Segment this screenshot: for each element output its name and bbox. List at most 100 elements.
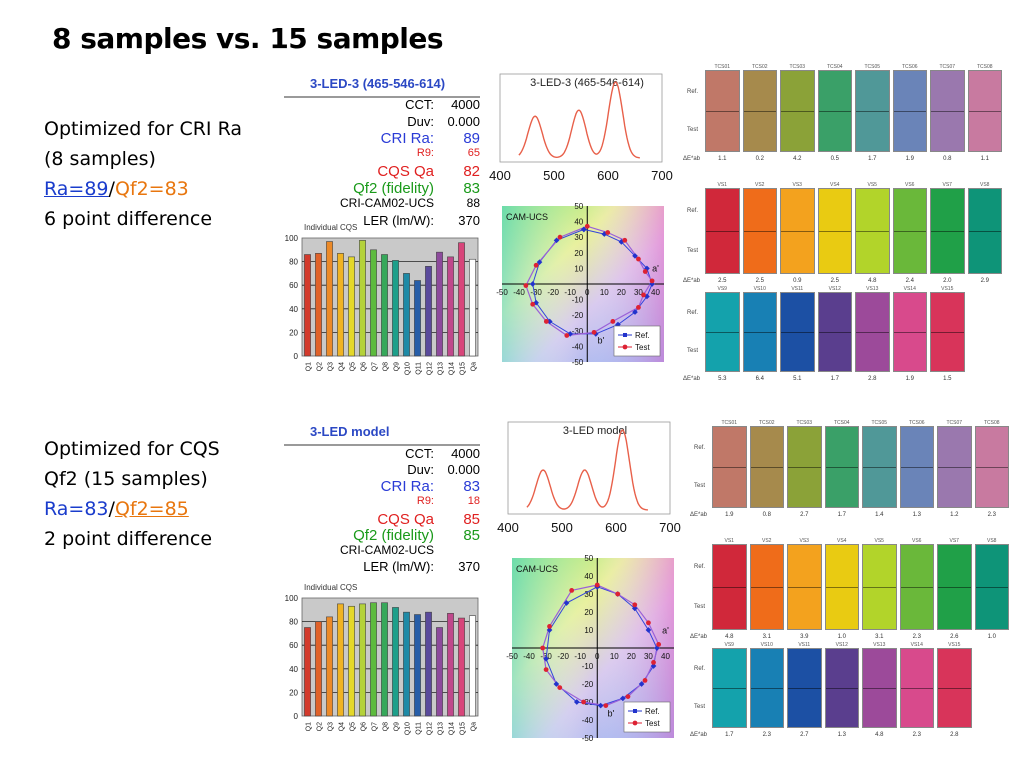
top-swatch-divider xyxy=(931,111,964,112)
top-cam-test-point xyxy=(610,319,616,324)
bottom-cam-test-point xyxy=(646,620,651,626)
top-stat-value: 88 xyxy=(466,196,480,210)
bottom-swatch-id: VS4 xyxy=(837,538,847,544)
bottom-swatch xyxy=(974,544,1009,630)
top-swatch-de: 5.1 xyxy=(793,376,802,382)
bottom-cqs-xtick: Q14 xyxy=(449,722,456,735)
slide-title: 8 samples vs. 15 samples xyxy=(52,22,444,55)
top-stat-value: 4000 xyxy=(451,97,480,112)
top-cqs-xtick: Q15 xyxy=(460,362,467,375)
bottom-spd-xtick: 700 xyxy=(659,520,681,535)
top-cqs-bar xyxy=(469,258,476,357)
top-cqs-bar xyxy=(447,256,454,357)
top-cqs-xtick: Q8 xyxy=(383,362,390,371)
bottom-swatch-id: VS11 xyxy=(798,642,811,648)
bottom-cam-test-point xyxy=(557,685,563,690)
bottom-cqs-bar xyxy=(392,607,399,717)
bottom-swatch-de: 2.3 xyxy=(912,732,921,738)
bottom-cqs-xtick: Q4 xyxy=(339,722,346,731)
top-spd-xtick: 700 xyxy=(651,168,673,183)
top-swatch-id: TCS02 xyxy=(751,64,768,70)
bottom-cam-legend-ref: Ref. xyxy=(645,707,660,716)
top-swatch-divider xyxy=(856,111,889,112)
bottom-cam-ytick: 30 xyxy=(584,590,593,599)
bottom-qf-link[interactable]: Qf2=85 xyxy=(114,498,189,520)
bottom-swatch-divider xyxy=(900,688,933,689)
top-cqs-ytick: 100 xyxy=(285,234,299,243)
bottom-cqs-xtick: Q9 xyxy=(394,722,401,731)
bottom-stat-row: CCT: 4000 xyxy=(280,446,480,461)
bottom-swatch-de: 2.7 xyxy=(800,512,809,518)
bottom-cam-xtick: -20 xyxy=(557,652,569,661)
bottom-cqs-ytick: 80 xyxy=(289,618,298,627)
bottom-cqs-xtick: Q7 xyxy=(372,722,379,731)
bottom-swatch-ref-label: Ref. xyxy=(694,563,706,570)
top-swatch-id: TCS01 xyxy=(714,64,731,70)
top-swatch xyxy=(967,188,1002,274)
top-cqs-bar xyxy=(304,254,311,357)
bottom-swatch xyxy=(824,648,859,728)
bottom-swatch xyxy=(937,648,972,728)
top-stats-divider xyxy=(284,96,480,98)
top-cqs-xtick: Q2 xyxy=(317,362,324,371)
bottom-stat-value: 370 xyxy=(458,559,480,575)
bottom-cqs-bar xyxy=(425,611,432,717)
bottom-swatch-id: VS8 xyxy=(987,538,997,544)
bottom-cam-test-point xyxy=(543,667,549,672)
top-swatch-ref-label: Ref. xyxy=(687,207,699,214)
bottom-swatch-de: 1.4 xyxy=(875,512,884,518)
bottom-stat-key: CCT: xyxy=(405,446,434,461)
bottom-cam-legend-ref-marker xyxy=(633,709,637,713)
bottom-swatch-divider xyxy=(825,688,858,689)
bottom-swatch-de: 2.3 xyxy=(912,634,921,640)
bottom-cqs-ytick: 40 xyxy=(289,665,298,674)
top-stat-row: CCT: 4000 xyxy=(280,97,480,112)
top-cam-test-point xyxy=(533,262,539,268)
bottom-swatch-row: Ref. Test ΔE*ab VS9 1.7 VS10 2.3 VS11 2.7 VS12 1.3… xyxy=(690,642,1010,744)
top-swatch-id: VS13 xyxy=(866,286,879,292)
top-cqs-bar xyxy=(425,266,432,357)
bottom-cqs-title: Individual CQS xyxy=(304,583,357,592)
bottom-swatch xyxy=(712,426,747,508)
bottom-cam-ytick: -10 xyxy=(582,662,594,671)
bottom-cam-xtick: 10 xyxy=(610,652,619,661)
top-cqs-bar xyxy=(381,254,388,357)
bottom-swatch xyxy=(749,426,784,508)
bottom-cam-ref-point xyxy=(645,627,652,633)
bottom-swatch-id: TCS07 xyxy=(946,420,963,426)
top-ra-link[interactable]: Ra=89 xyxy=(44,178,109,200)
top-swatch-divider xyxy=(968,111,1001,112)
top-swatch-de: 1.1 xyxy=(718,156,727,162)
top-swatch-de: 1.9 xyxy=(905,376,914,382)
top-cam-ytick: 20 xyxy=(574,249,583,258)
top-stat-key: R9: xyxy=(416,146,434,159)
top-cqs-bar xyxy=(337,253,344,357)
bottom-cam-ref-point xyxy=(620,695,626,702)
top-cqs-bar xyxy=(359,240,366,357)
top-cam-test-point xyxy=(605,230,611,235)
top-cam-xtick: -50 xyxy=(496,288,508,297)
bottom-cqs-xtick: Q2 xyxy=(317,722,324,731)
bottom-swatch-ref-label: Ref. xyxy=(694,666,706,672)
top-swatch-de: 2.4 xyxy=(905,278,914,284)
top-stat-row: LER (lm/W): 370 xyxy=(280,213,480,228)
bottom-swatch-de: 1.7 xyxy=(837,512,846,518)
top-swatch xyxy=(817,292,852,372)
bottom-cqs-xtick: Q11 xyxy=(416,722,423,735)
bottom-swatch-divider xyxy=(788,587,821,588)
bottom-swatch-de: 3.1 xyxy=(875,634,884,640)
bottom-swatch-de: 0.8 xyxy=(762,512,771,518)
top-swatch-id: TCS07 xyxy=(939,64,956,70)
bottom-swatch-de-label: ΔE*ab xyxy=(690,634,708,640)
bottom-cqs-bar xyxy=(436,627,443,717)
top-cqs-xtick: Q11 xyxy=(416,362,423,375)
top-swatch-row: Ref. Test ΔE*ab VS9 5.3 VS10 6.4 VS11 5.1 VS12 1.7… xyxy=(683,286,1003,388)
bottom-desc-line2: Qf2 (15 samples) xyxy=(44,468,208,490)
top-cam-ref-point xyxy=(632,309,638,315)
bottom-swatch-id: VS10 xyxy=(760,642,773,648)
top-swatch-de-label: ΔE*ab xyxy=(683,376,701,382)
top-cam-legend-test: Test xyxy=(635,343,650,352)
bottom-cqs-xtick: Q10 xyxy=(405,722,412,735)
top-swatch xyxy=(705,292,740,372)
bottom-swatch-divider xyxy=(788,467,821,468)
